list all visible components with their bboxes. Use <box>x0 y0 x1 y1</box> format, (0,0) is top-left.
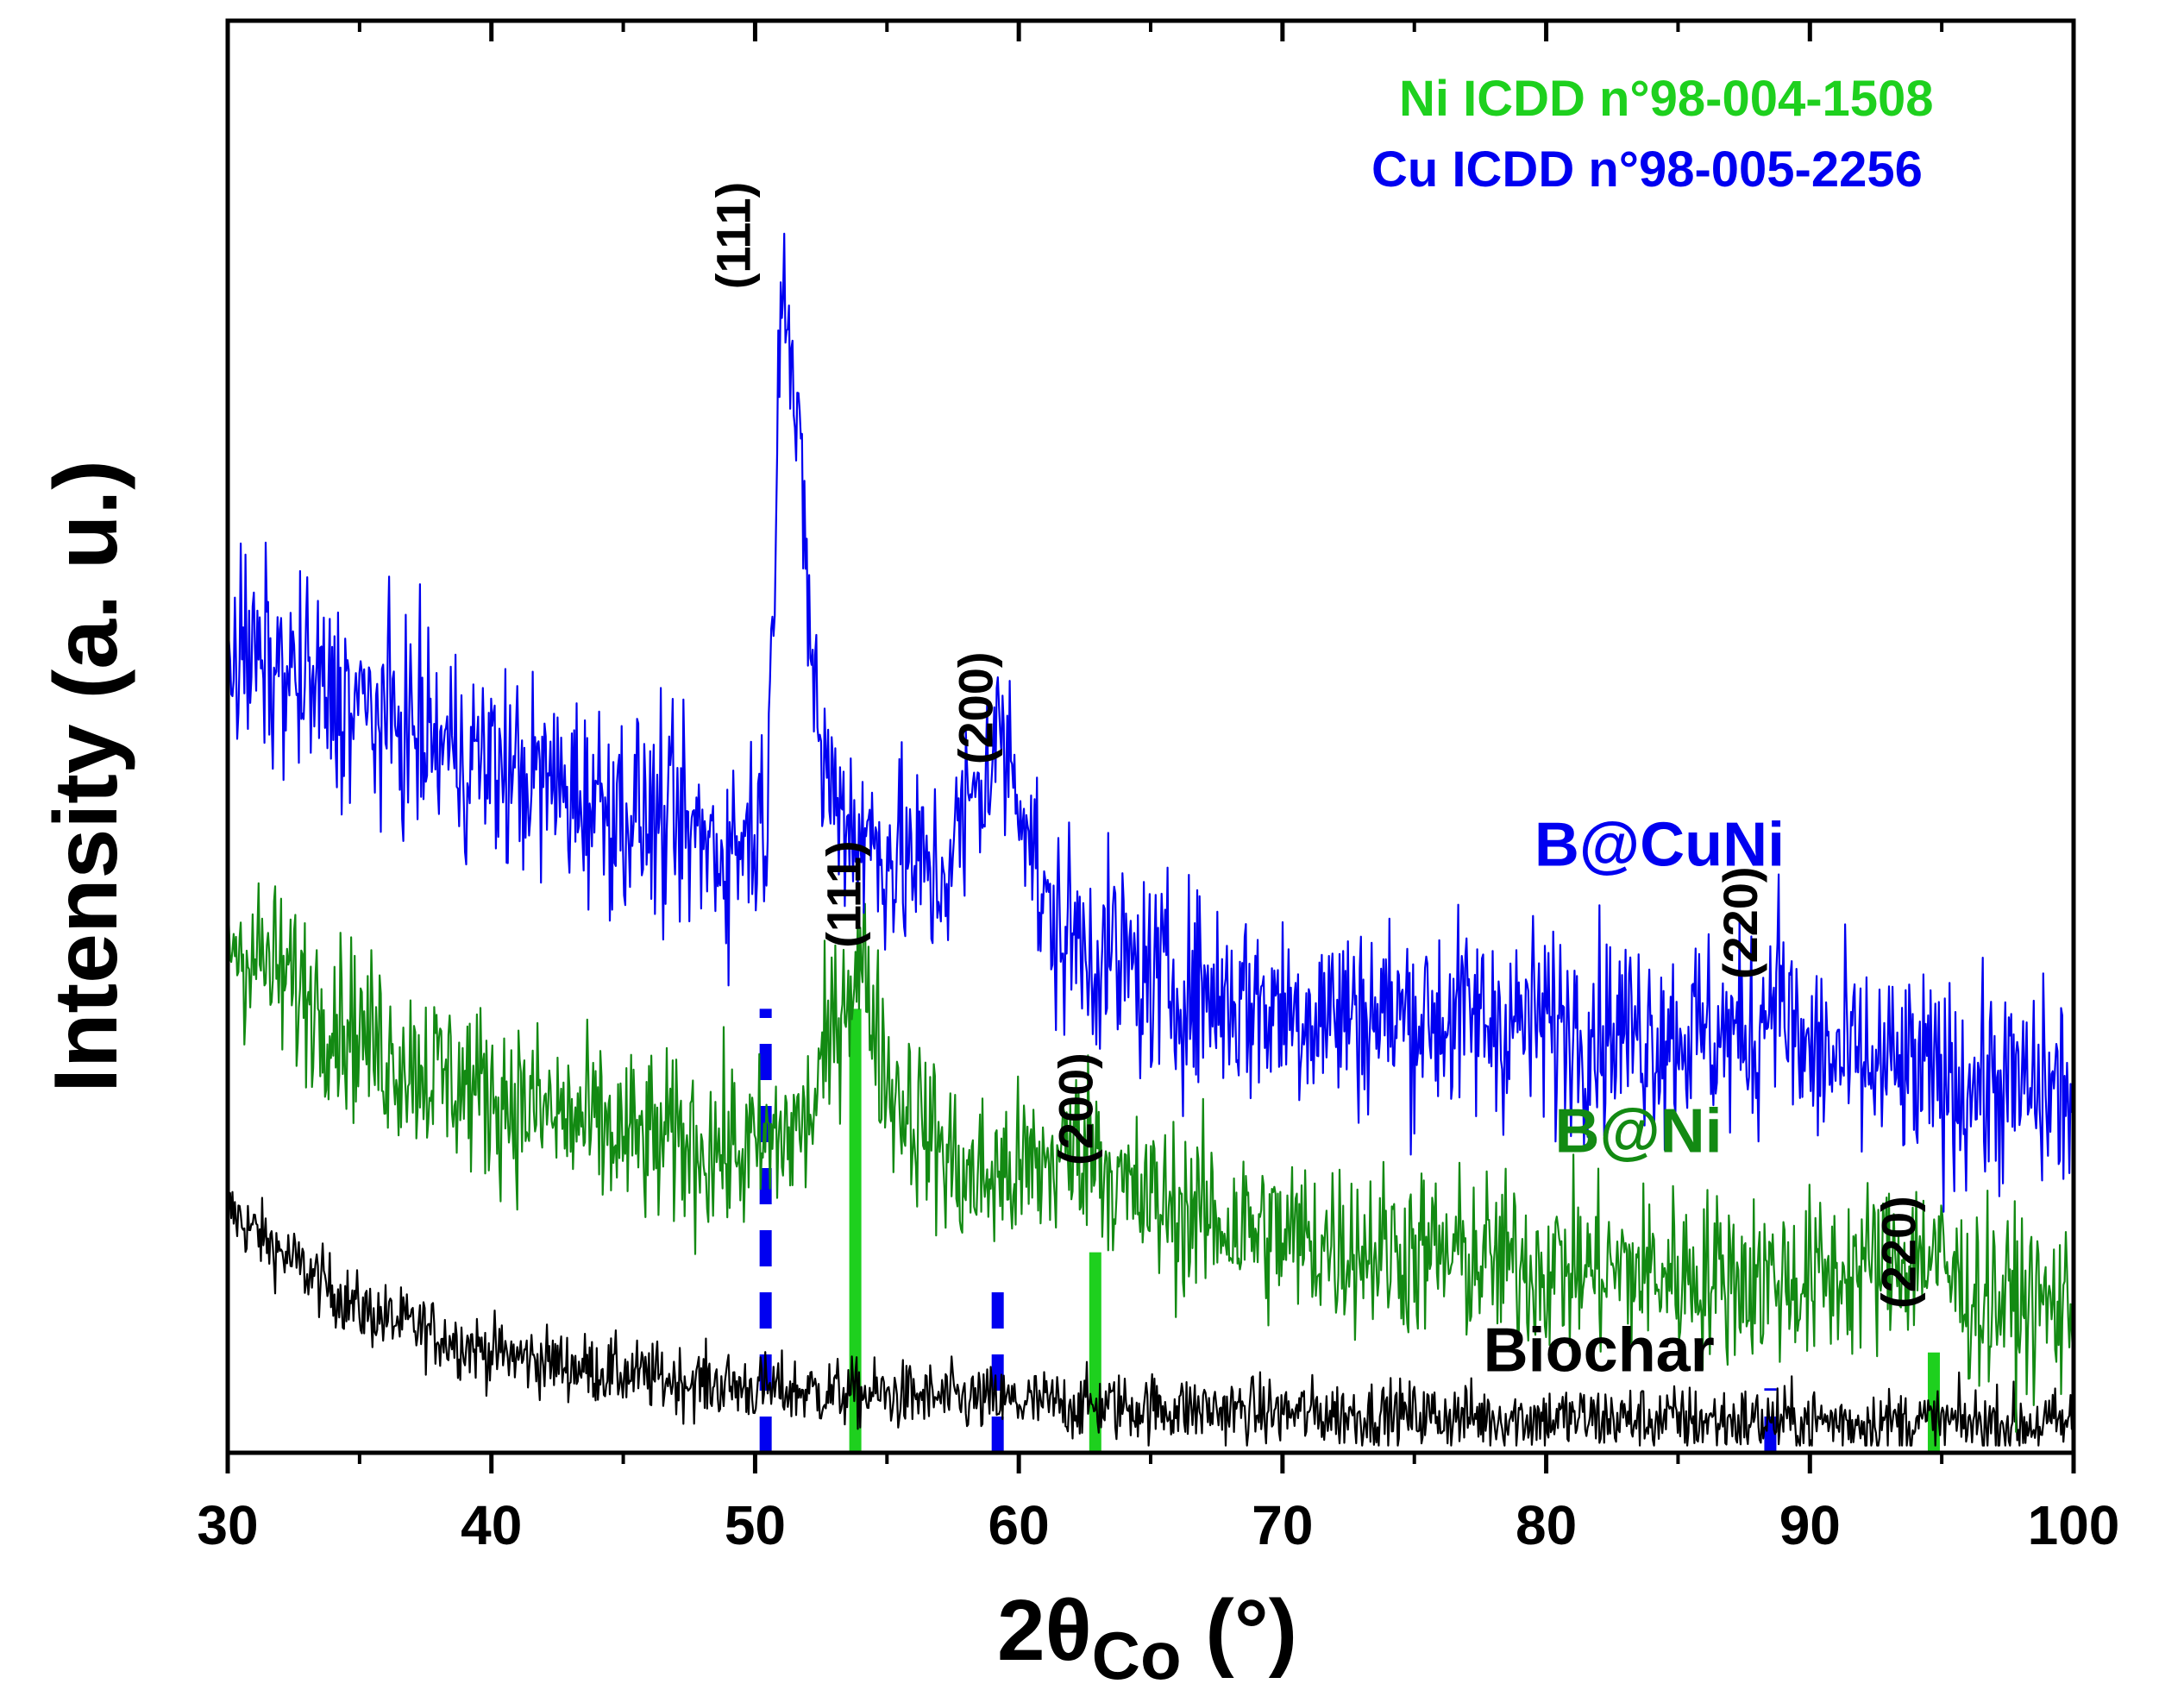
series-label: B@Ni <box>1554 1096 1722 1165</box>
series-line-b-cuni <box>226 232 2074 1213</box>
legend-ni: Ni ICDD n°98-004-1508 <box>1399 71 1934 127</box>
series-label: B@CuNi <box>1534 810 1785 879</box>
x-tick-label: 50 <box>725 1494 786 1556</box>
annotation-layer: (111)(200)(220)(111)(200)(220)B@CuNiB@Ni… <box>706 182 1925 1385</box>
legend-cu: Cu ICDD n°98-005-2256 <box>1371 141 1923 198</box>
x-tick-label: 30 <box>197 1494 258 1556</box>
x-tick-label: 80 <box>1516 1494 1577 1556</box>
series-line-b-ni <box>226 882 2074 1433</box>
peak-label: (220) <box>1872 1196 1926 1309</box>
x-tick-label: 40 <box>461 1494 522 1556</box>
peak-label: (220) <box>1713 866 1767 979</box>
x-axis-label: 2θCo (°) <box>997 1582 1297 1686</box>
x-tick-label: 90 <box>1779 1494 1841 1556</box>
peak-label: (200) <box>1049 1052 1103 1165</box>
series-layer <box>226 232 2074 1447</box>
x-axis-label-main: 2θ <box>997 1582 1092 1679</box>
peak-label: (111) <box>817 840 871 948</box>
x-tick-label: 70 <box>1252 1494 1313 1556</box>
x-tick-label: 100 <box>2028 1494 2120 1556</box>
x-axis-label-sub: Co <box>1092 1618 1182 1686</box>
axes-layer: 30 40 50 60 70 80 90 100 <box>197 21 2119 1556</box>
x-axis-label-unit: (°) <box>1182 1582 1297 1679</box>
peak-label: (200) <box>949 651 1003 764</box>
peak-label: (111) <box>706 182 760 290</box>
y-axis-label: Intensity (a. u.) <box>36 460 136 1093</box>
series-label: Biochar <box>1484 1316 1715 1385</box>
series-line-biochar <box>226 1191 2074 1447</box>
x-tick-label: 60 <box>988 1494 1050 1556</box>
